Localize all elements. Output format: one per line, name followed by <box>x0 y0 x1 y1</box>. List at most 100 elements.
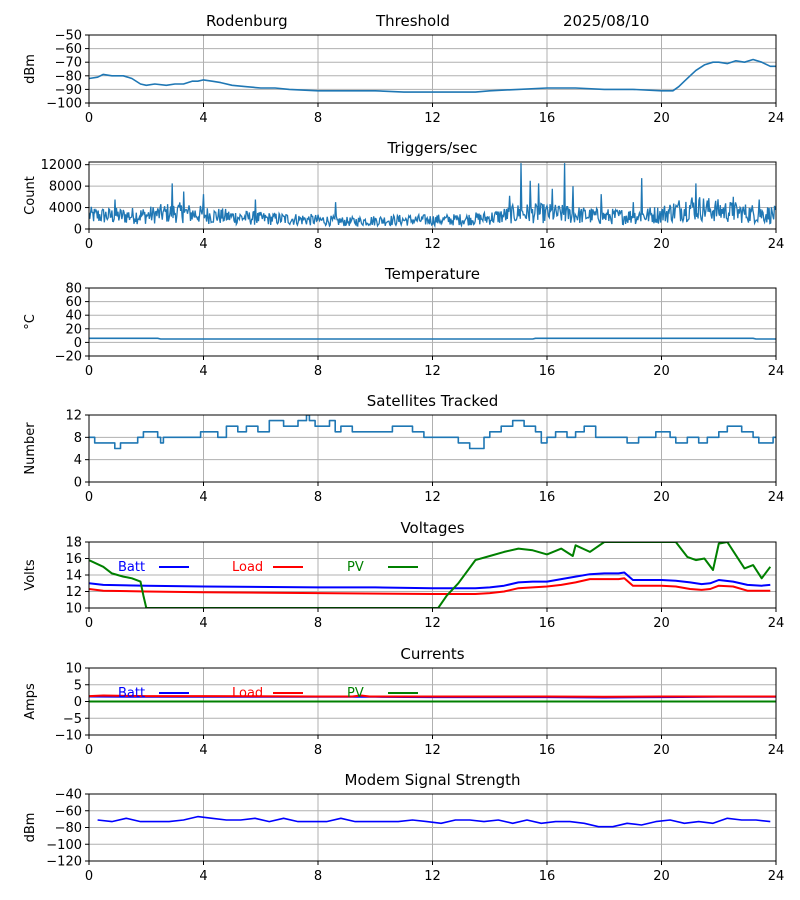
series-line <box>89 415 776 450</box>
plot-area <box>89 694 776 703</box>
chart-title: Currents <box>400 645 464 663</box>
y-tick-label: 14 <box>65 569 82 584</box>
chart-title: Modem Signal Strength <box>345 771 521 789</box>
x-tick-label: 8 <box>314 869 322 884</box>
x-tick-label: 0 <box>85 364 93 379</box>
x-tick-label: 16 <box>539 364 556 379</box>
triggers-series <box>89 163 776 229</box>
legend-label-pv: PV <box>347 686 364 701</box>
x-tick-label: 12 <box>424 743 441 758</box>
x-tick-label: 20 <box>653 364 670 379</box>
legend-label-pv: PV <box>347 560 364 575</box>
x-tick-label: 20 <box>653 111 670 126</box>
y-tick-label: 60 <box>65 295 82 310</box>
x-tick-label: 4 <box>199 490 207 505</box>
x-tick-label: 24 <box>768 111 785 126</box>
chart-panel-7: Modem Signal Strength dBm 0 4 8 12 16 20 24 −120 −… <box>23 771 784 884</box>
y-tick-label: 0 <box>74 476 82 491</box>
y-tick-label: −70 <box>55 56 82 71</box>
x-tick-label: 12 <box>424 869 441 884</box>
chart-panel-2: Triggers/sec Count 0 4 8 12 16 20 24 0 4000 8000 120… <box>23 139 784 252</box>
x-tick-label: 12 <box>424 237 441 252</box>
series-line <box>97 815 771 828</box>
report-date: 2025/08/10 <box>563 12 650 30</box>
y-tick-label: 20 <box>65 322 82 337</box>
x-tick-label: 0 <box>85 490 93 505</box>
y-tick-label: 8 <box>74 431 82 446</box>
legend-label-batt: Batt <box>118 686 145 701</box>
x-tick-label: 24 <box>768 869 785 884</box>
x-tick-label: 0 <box>85 743 93 758</box>
y-tick-label: 0 <box>74 223 82 238</box>
plot-area <box>97 815 771 828</box>
x-tick-label: 20 <box>653 237 670 252</box>
x-tick-label: 24 <box>768 616 785 631</box>
y-tick-label: −100 <box>46 97 82 112</box>
y-tick-label: −80 <box>55 821 82 836</box>
plot-area <box>89 542 772 608</box>
x-tick-label: 0 <box>85 616 93 631</box>
y-tick-label: −60 <box>55 42 82 57</box>
x-tick-label: 20 <box>653 616 670 631</box>
legend-label-load: Load <box>232 560 263 575</box>
x-tick-label: 12 <box>424 490 441 505</box>
x-tick-label: 4 <box>199 869 207 884</box>
legend-label-load: Load <box>232 686 263 701</box>
legend-label-batt: Batt <box>118 560 145 575</box>
y-tick-label: 16 <box>65 552 82 567</box>
y-tick-label: −100 <box>46 838 82 853</box>
x-tick-label: 12 <box>424 111 441 126</box>
y-tick-label: 4 <box>74 453 82 468</box>
chart-title: Satellites Tracked <box>367 392 498 410</box>
series-line-pv <box>89 542 772 608</box>
x-tick-label: 8 <box>314 490 322 505</box>
y-axis-label: dBm <box>23 54 38 84</box>
x-tick-label: 24 <box>768 743 785 758</box>
y-tick-label: −5 <box>63 712 82 727</box>
y-tick-label: 5 <box>74 678 82 693</box>
y-axis-label: Count <box>23 176 38 215</box>
y-tick-label: −10 <box>55 729 82 744</box>
x-tick-label: 0 <box>85 111 93 126</box>
x-tick-label: 0 <box>85 237 93 252</box>
x-tick-label: 8 <box>314 743 322 758</box>
x-tick-label: 12 <box>424 364 441 379</box>
chart-title: Voltages <box>400 519 464 537</box>
x-tick-label: 16 <box>539 616 556 631</box>
x-tick-label: 4 <box>199 743 207 758</box>
y-tick-label: 8000 <box>49 180 82 195</box>
x-tick-label: 16 <box>539 111 556 126</box>
y-tick-label: 0 <box>74 336 82 351</box>
x-tick-label: 12 <box>424 616 441 631</box>
y-tick-label: 0 <box>74 695 82 710</box>
y-tick-label: 10 <box>65 662 82 677</box>
x-tick-label: 4 <box>199 111 207 126</box>
y-tick-label: 12 <box>65 409 82 424</box>
series-line-load <box>89 694 776 698</box>
y-tick-label: 12000 <box>41 158 82 173</box>
y-axis-label: dBm <box>23 813 38 843</box>
y-tick-label: 4000 <box>49 201 82 216</box>
y-tick-label: −20 <box>55 350 82 365</box>
x-tick-label: 20 <box>653 869 670 884</box>
x-tick-label: 8 <box>314 616 322 631</box>
y-axis-label: Number <box>23 422 38 475</box>
series-line-load <box>89 577 771 595</box>
y-tick-label: −90 <box>55 83 82 98</box>
plot-area <box>89 58 776 93</box>
x-tick-label: 4 <box>199 616 207 631</box>
chart-title: Triggers/sec <box>387 139 478 157</box>
chart-panel-4: Satellites Tracked Number 0 4 8 12 16 20 24 0 4 8 12 <box>23 392 784 505</box>
x-tick-label: 20 <box>653 743 670 758</box>
y-tick-label: 18 <box>65 536 82 551</box>
series-line <box>89 58 776 93</box>
x-tick-label: 8 <box>314 111 322 126</box>
x-tick-label: 24 <box>768 364 785 379</box>
x-tick-label: 16 <box>539 237 556 252</box>
series-line <box>89 337 776 340</box>
x-tick-label: 16 <box>539 743 556 758</box>
y-axis-label: Volts <box>23 559 38 591</box>
plot-area <box>89 415 776 450</box>
